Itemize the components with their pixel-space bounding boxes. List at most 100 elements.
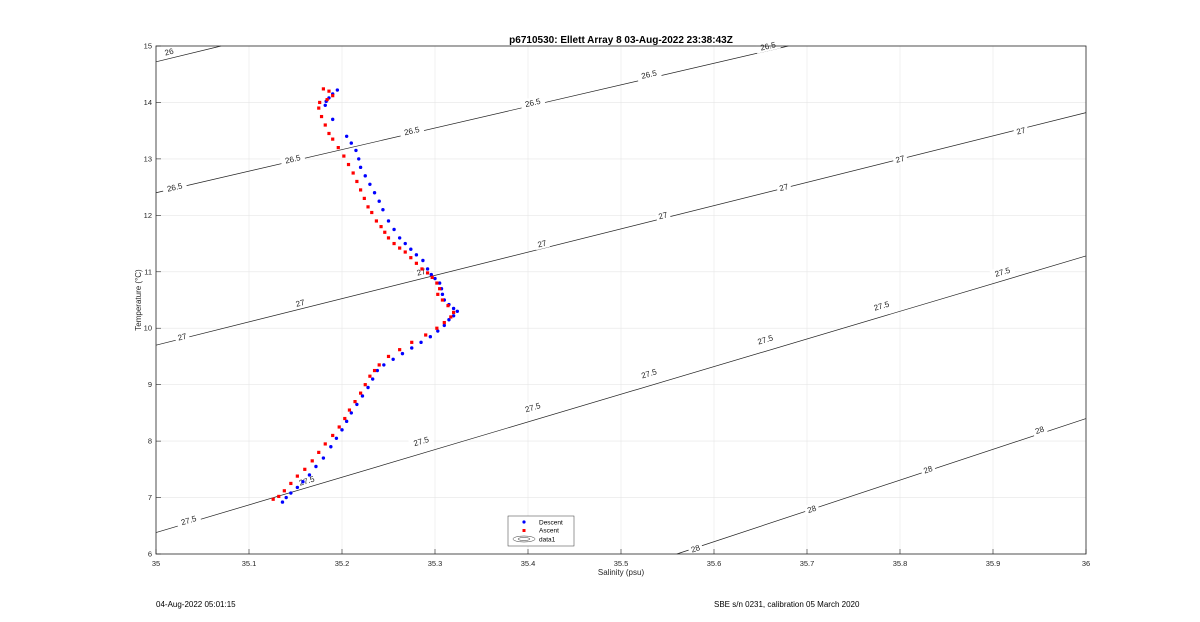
legend: Descent Ascent data1 bbox=[507, 515, 575, 547]
density-contour-label-bg bbox=[408, 432, 434, 450]
ascent-data-point bbox=[386, 354, 391, 359]
density-contour-label-bg bbox=[752, 331, 779, 348]
descent-data-point bbox=[360, 394, 365, 398]
ascent-data-point bbox=[271, 497, 275, 501]
descent-data-point bbox=[354, 148, 358, 153]
chart-title: p6710530: Ellett Array 8 03-Aug-2022 23:… bbox=[509, 35, 733, 46]
density-contour-label-bg bbox=[635, 365, 662, 382]
x-tick-label: 35.1 bbox=[242, 559, 257, 568]
descent-data-point bbox=[358, 165, 363, 170]
density-contour-label: 28 bbox=[1034, 424, 1046, 436]
descent-data-point bbox=[451, 314, 456, 318]
x-tick-label: 35.6 bbox=[707, 559, 722, 568]
ascent-data-point bbox=[372, 368, 377, 373]
y-tick-label: 9 bbox=[148, 380, 152, 389]
descent-data-point bbox=[437, 281, 442, 285]
ascent-data-point bbox=[295, 474, 299, 478]
density-contour-label-bg bbox=[413, 265, 430, 279]
x-tick-label: 35.2 bbox=[335, 559, 350, 568]
density-contour-label: 27.5 bbox=[524, 401, 542, 414]
density-contour-label-bg bbox=[398, 123, 425, 139]
ascent-data-point bbox=[321, 87, 325, 91]
descent-data-point bbox=[391, 357, 395, 361]
descent-data-point bbox=[363, 174, 367, 178]
legend-data1-marker-inner bbox=[517, 537, 531, 541]
ascent-data-point bbox=[414, 261, 418, 265]
density-contour-label: 28 bbox=[690, 543, 702, 555]
ascent-data-point bbox=[317, 450, 321, 454]
legend-descent-marker bbox=[522, 520, 526, 524]
y-tick-label: 11 bbox=[144, 267, 152, 276]
density-contour-label: 26.5 bbox=[403, 125, 421, 137]
density-contour-label: 27.5 bbox=[640, 367, 658, 380]
density-contour-label: 27 bbox=[895, 154, 906, 165]
ascent-data-point bbox=[351, 171, 355, 175]
density-contour-label: 28 bbox=[922, 464, 934, 476]
density-contour-label-bg bbox=[279, 151, 306, 167]
ascent-data-point bbox=[336, 146, 340, 150]
ascent-data-point bbox=[409, 256, 413, 260]
density-contour-label: 27.5 bbox=[180, 514, 198, 527]
ascent-data-point bbox=[420, 267, 424, 271]
density-contour-label-bg bbox=[803, 501, 820, 516]
density-contour-label-bg bbox=[687, 541, 704, 556]
legend-descent-label: Descent bbox=[539, 520, 563, 527]
x-tick-label: 35.9 bbox=[986, 559, 1001, 568]
density-contour-label-bg bbox=[989, 263, 1016, 280]
descent-data-point bbox=[400, 351, 405, 356]
density-contour-label: 27 bbox=[295, 298, 306, 309]
density-contour-label-bg bbox=[1031, 422, 1048, 437]
density-contour-label-bg bbox=[174, 330, 191, 344]
descent-data-point bbox=[451, 306, 456, 311]
density-contour-label-bg bbox=[636, 66, 662, 82]
ascent-data-point bbox=[289, 481, 293, 486]
descent-data-point bbox=[344, 419, 349, 424]
density-contour-label-bg bbox=[1012, 124, 1029, 138]
ascent-data-point bbox=[323, 442, 327, 446]
density-contour-label-bg bbox=[293, 472, 320, 489]
y-tick-label: 13 bbox=[144, 154, 152, 163]
x-tick-label: 35.7 bbox=[800, 559, 815, 568]
descent-data-point bbox=[381, 207, 385, 212]
ascent-data-point bbox=[435, 326, 439, 330]
ascent-data-point bbox=[317, 106, 321, 110]
density-contour-label-bg bbox=[161, 179, 188, 195]
ascent-data-point bbox=[398, 246, 402, 250]
ascent-data-point bbox=[392, 241, 396, 246]
x-tick-label: 35.4 bbox=[521, 559, 536, 568]
ascent-data-point bbox=[353, 400, 357, 404]
density-contour-label: 28 bbox=[806, 503, 818, 515]
ascent-data-point bbox=[438, 287, 442, 291]
ascent-data-point bbox=[379, 225, 383, 229]
descent-data-point bbox=[403, 241, 407, 246]
ascent-data-point bbox=[355, 179, 359, 184]
legend-box bbox=[507, 515, 575, 547]
density-contour-label: 27.5 bbox=[757, 333, 775, 346]
ascent-data-point bbox=[319, 114, 324, 119]
density-contour-label: 27 bbox=[537, 238, 548, 249]
density-contour-label-bg bbox=[868, 297, 895, 314]
descent-data-point bbox=[334, 436, 339, 440]
ascent-data-point bbox=[383, 230, 387, 234]
density-contour-label: 26.5 bbox=[284, 153, 302, 165]
ascent-data-point bbox=[359, 188, 363, 192]
y-tick-label: 10 bbox=[144, 324, 152, 333]
density-contours: 26 26.5 26.5 26.5 26.5 26.5 26.5 27 27 27 27 27 27 27… bbox=[155, 38, 1087, 556]
x-tick-label: 35.8 bbox=[893, 559, 908, 568]
descent-data-point bbox=[377, 199, 381, 203]
density-contour-label: 27 bbox=[416, 267, 427, 278]
ascent-data-point bbox=[331, 137, 335, 141]
ascent-data-point bbox=[362, 196, 366, 200]
descent-data-point bbox=[425, 267, 430, 271]
density-contour-label: 27 bbox=[1016, 126, 1027, 137]
descent-data-point bbox=[433, 276, 437, 281]
descent-data-point bbox=[382, 363, 386, 367]
ascent-data-point bbox=[435, 281, 439, 285]
descent-data-point bbox=[331, 117, 335, 122]
ascent-data-point bbox=[403, 250, 407, 254]
y-tick-label: 6 bbox=[148, 550, 152, 559]
density-contour-label-bg bbox=[519, 399, 546, 416]
ascent-data-point bbox=[331, 94, 335, 98]
descent-data-point bbox=[289, 491, 293, 495]
descent-data-point bbox=[421, 258, 425, 263]
